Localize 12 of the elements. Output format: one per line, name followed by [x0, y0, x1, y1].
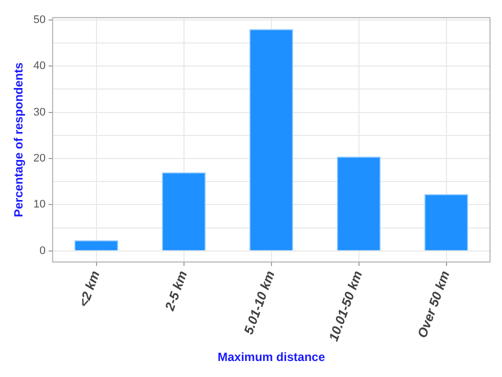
y-axis-title: Percentage of respondents [12, 62, 26, 218]
x-tick-label: 2-5 km [162, 268, 190, 314]
y-tick-label: 30 [33, 106, 46, 118]
x-tick-label: Over 50 km [414, 268, 452, 340]
y-tick-label: 40 [33, 60, 46, 72]
y-tick-label: 50 [33, 14, 46, 26]
y-tick-label: 10 [33, 198, 46, 211]
x-tick-label: <2 km [76, 268, 103, 309]
x-tick-label: 5.01-10 km [240, 268, 278, 336]
x-axis-title: Maximum distance [218, 350, 326, 364]
y-tick-label: 20 [33, 152, 46, 165]
y-tick-label: 0 [40, 244, 46, 257]
